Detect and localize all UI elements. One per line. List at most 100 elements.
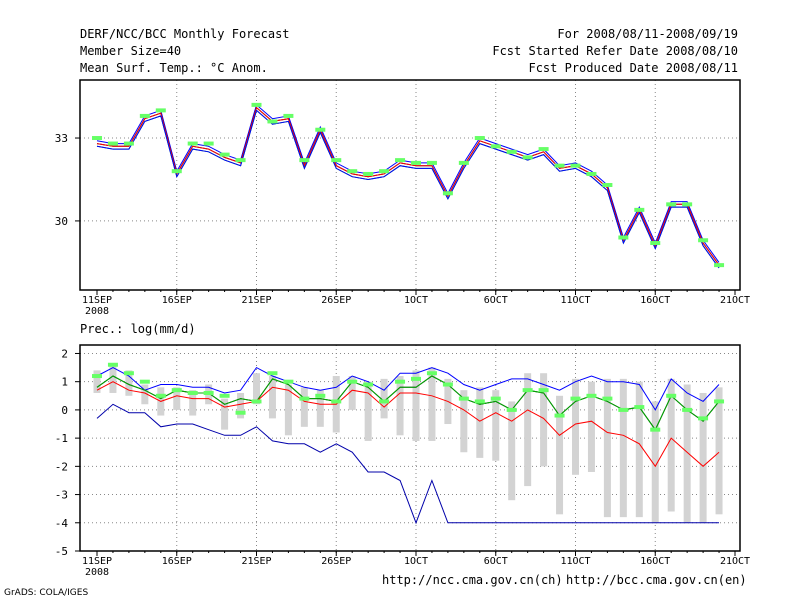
- prec-marker: [458, 396, 469, 401]
- prec-marker: [411, 376, 421, 381]
- prec-marker: [426, 371, 437, 376]
- temp-variable-label: Mean Surf. Temp.: °C Anom.: [80, 61, 268, 75]
- temp-marker: [458, 160, 469, 165]
- prec-marker: [682, 407, 693, 412]
- prec-spread-bar: [284, 384, 292, 436]
- temp-marker: [698, 238, 709, 243]
- temp-x-tick-label: 1OCT: [404, 295, 428, 306]
- prec-series-line: [96, 375, 720, 431]
- prec-spread-bar: [683, 384, 691, 523]
- prec-spread-bar: [125, 370, 133, 396]
- prec-panel-title: Prec.: log(mm/d): [80, 322, 196, 336]
- prec-spread-bar: [141, 384, 149, 405]
- temp-marker: [203, 141, 214, 146]
- temp-marker: [666, 202, 677, 207]
- temp-series-line: [96, 109, 720, 269]
- temp-marker: [554, 163, 565, 168]
- temp-marker: [107, 141, 118, 146]
- prec-x-tick-label: 21SEP: [241, 556, 271, 567]
- forecast-started-date: Fcst Started Refer Date 2008/08/10: [492, 44, 738, 58]
- prec-plot-frame: [79, 344, 741, 552]
- prec-marker: [602, 396, 613, 401]
- prec-y-tick-label: 2: [61, 347, 68, 360]
- prec-spread-bar: [109, 364, 117, 393]
- prec-spread-bar: [412, 370, 420, 441]
- prec-x-tick-label: 11SEP: [82, 556, 112, 567]
- prec-y-tick-label: -3: [55, 489, 68, 502]
- prec-x-tick-label: 26SEP: [321, 556, 351, 567]
- prec-y-tick-label: 0: [61, 404, 68, 417]
- prec-x-tick-label: 21OCT: [720, 556, 750, 567]
- prec-spread-bar: [635, 381, 643, 518]
- temp-x-tick-label: 11OCT: [560, 295, 590, 306]
- temp-marker: [171, 169, 182, 174]
- prec-spread-bar: [508, 401, 516, 501]
- prec-x-tick-label: 16OCT: [640, 556, 670, 567]
- temp-y-tick-label: 30: [55, 215, 68, 228]
- prec-marker: [363, 382, 374, 387]
- temp-marker: [283, 113, 294, 118]
- prec-x-tick-label: 6OCT: [484, 556, 508, 567]
- member-size: Member Size=40: [80, 44, 182, 58]
- temp-marker: [506, 149, 517, 154]
- url-english[interactable]: http://bcc.cma.gov.cn(en): [566, 573, 747, 587]
- prec-spread-bar: [300, 387, 308, 427]
- prec-y-tick-label: 1: [61, 376, 68, 389]
- prec-marker: [283, 379, 294, 384]
- temp-marker: [538, 147, 549, 152]
- prec-marker: [586, 393, 597, 398]
- grads-credit: GrADS: COLA/IGES: [4, 588, 89, 598]
- temp-marker: [490, 144, 501, 149]
- temp-marker: [426, 160, 437, 165]
- prec-spread-bar: [699, 392, 707, 523]
- temp-series-line: [96, 106, 720, 266]
- prec-spread-bar: [651, 401, 659, 523]
- prec-x-tick-label: 1OCT: [404, 556, 428, 567]
- temp-marker: [634, 207, 645, 212]
- temp-x-tick-label: 16SEP: [162, 295, 192, 306]
- temp-marker: [474, 136, 485, 141]
- temp-x-tick-label: 6OCT: [484, 295, 508, 306]
- temp-marker: [299, 158, 310, 163]
- temp-marker: [187, 141, 198, 146]
- temp-marker: [570, 163, 581, 168]
- prec-x-year-label: 2008: [85, 567, 109, 578]
- prec-spread-bar: [715, 387, 723, 515]
- prec-spread-bar: [268, 376, 276, 419]
- temp-x-tick-label: 21SEP: [241, 295, 271, 306]
- temp-marker: [522, 155, 533, 160]
- prec-marker: [347, 379, 358, 384]
- temp-x-year-label: 2008: [85, 306, 109, 317]
- prec-marker: [219, 393, 230, 398]
- prec-marker: [666, 393, 677, 398]
- prec-spread-bar: [189, 390, 197, 416]
- prec-spread-bar: [603, 378, 611, 518]
- prec-marker: [538, 388, 549, 393]
- prec-marker: [474, 399, 485, 404]
- prec-marker: [155, 393, 166, 398]
- prec-marker: [203, 390, 214, 395]
- prec-spread-bar: [428, 367, 436, 441]
- prec-series-line: [96, 381, 720, 468]
- prec-marker: [251, 399, 262, 404]
- prec-marker: [235, 410, 246, 415]
- temp-marker: [347, 169, 358, 174]
- prec-spread-bar: [364, 381, 372, 441]
- prec-spread-bar: [492, 390, 500, 461]
- prec-marker: [267, 371, 278, 376]
- temp-marker: [363, 171, 374, 176]
- url-chinese[interactable]: http://ncc.cma.gov.cn(ch): [382, 573, 563, 587]
- temp-marker: [442, 191, 453, 196]
- prec-marker: [299, 396, 310, 401]
- temp-x-tick-label: 11SEP: [82, 295, 112, 306]
- temp-marker: [155, 108, 166, 113]
- prec-spread-bar: [221, 398, 229, 430]
- prec-marker: [618, 407, 629, 412]
- prec-marker: [650, 427, 661, 432]
- prec-spread-bar: [460, 390, 468, 453]
- prec-spread-bar: [667, 378, 675, 512]
- temp-marker: [411, 160, 421, 165]
- prec-spread-bar: [380, 378, 388, 419]
- prec-spread-bar: [237, 392, 245, 419]
- prec-spread-bar: [93, 370, 101, 393]
